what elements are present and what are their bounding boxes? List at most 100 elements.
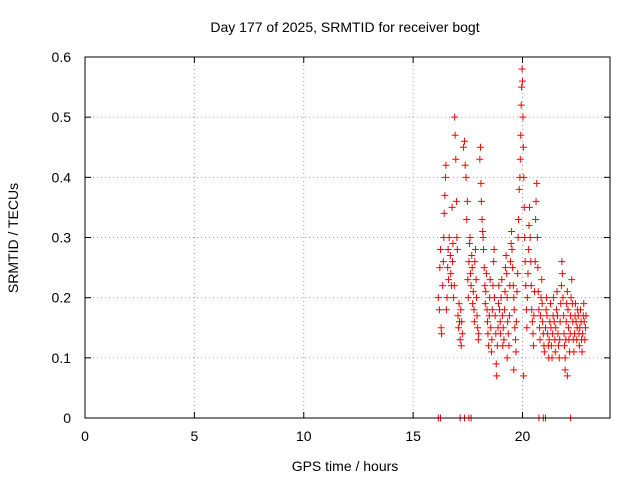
data-point: [562, 318, 570, 326]
data-point: [505, 342, 513, 350]
data-point: [446, 252, 454, 260]
data-point: [535, 306, 543, 314]
x-tick-label: 20: [515, 428, 531, 444]
data-point: [543, 312, 551, 320]
x-axis-label: GPS time / hours: [292, 458, 399, 474]
data-point: [463, 197, 471, 205]
data-point: [502, 252, 510, 260]
data-point: [499, 342, 507, 350]
data-point: [529, 342, 537, 350]
data-point: [559, 294, 567, 302]
data-point: [467, 282, 475, 290]
data-point: [441, 191, 449, 199]
data-point: [435, 306, 443, 314]
data-point: [538, 300, 546, 308]
data-point: [552, 306, 560, 314]
data-point: [478, 215, 486, 223]
data-point: [450, 294, 458, 302]
data-point: [540, 348, 548, 356]
data-point: [443, 294, 451, 302]
data-point: [457, 342, 465, 350]
data-point: [473, 312, 481, 320]
data-point: [477, 143, 484, 151]
y-tick-label: 0.5: [52, 109, 72, 125]
data-point: [510, 366, 518, 374]
data-point: [474, 324, 482, 332]
data-point: [519, 143, 527, 151]
data-point: [471, 246, 479, 254]
data-point: [561, 342, 568, 350]
data-point: [557, 300, 565, 308]
x-tick-label: 10: [296, 428, 312, 444]
data-point: [484, 330, 492, 338]
data-point: [485, 342, 493, 350]
data-point: [476, 155, 484, 163]
data-point: [563, 372, 571, 380]
data-point: [508, 227, 516, 235]
data-point: [547, 300, 554, 308]
data-point: [514, 234, 522, 241]
data-point: [534, 264, 542, 272]
data-point: [518, 83, 526, 91]
data-point: [490, 258, 498, 266]
x-tick-label: 15: [405, 428, 421, 444]
data-point: [456, 336, 464, 344]
data-point: [482, 288, 490, 296]
data-point: [448, 203, 456, 211]
data-points: [434, 65, 590, 422]
data-point: [518, 65, 526, 73]
data-point: [487, 324, 495, 332]
y-tick-label: 0.6: [52, 49, 72, 65]
data-point: [461, 137, 469, 145]
data-point: [548, 354, 556, 362]
data-point: [508, 246, 516, 254]
data-point: [516, 155, 524, 163]
data-point: [509, 282, 517, 290]
data-point: [552, 324, 560, 332]
data-point: [444, 264, 452, 272]
data-point: [477, 179, 485, 187]
data-point: [530, 312, 538, 320]
data-point: [510, 294, 518, 302]
data-point: [466, 270, 474, 278]
data-point: [459, 143, 467, 151]
data-point: [497, 294, 505, 302]
data-point: [538, 276, 546, 284]
data-point: [466, 234, 474, 241]
data-point: [511, 324, 519, 332]
data-point: [550, 294, 558, 302]
data-point: [567, 294, 575, 302]
data-point: [525, 246, 533, 254]
data-point: [509, 264, 517, 272]
data-point: [487, 348, 495, 356]
data-point: [489, 282, 497, 290]
data-point: [470, 306, 478, 314]
data-point: [491, 294, 498, 302]
data-point: [451, 113, 459, 121]
data-point: [504, 318, 512, 326]
data-point: [570, 348, 578, 356]
data-point: [561, 366, 569, 374]
data-point: [442, 173, 449, 181]
data-point: [515, 185, 523, 193]
data-point: [514, 270, 522, 278]
data-point: [486, 276, 494, 284]
data-point: [561, 354, 569, 362]
data-point: [520, 372, 528, 380]
data-point: [571, 300, 579, 308]
data-point: [469, 300, 477, 308]
data-point: [439, 258, 447, 266]
data-point: [494, 300, 502, 308]
data-point: [524, 270, 532, 278]
data-point: [564, 324, 572, 332]
data-point: [452, 155, 460, 163]
data-point: [510, 306, 518, 314]
data-point: [465, 258, 473, 266]
data-point: [436, 264, 444, 272]
data-point: [442, 161, 450, 169]
data-point: [556, 336, 564, 344]
data-point: [473, 294, 481, 302]
data-point: [558, 258, 566, 266]
data-point: [582, 312, 590, 320]
